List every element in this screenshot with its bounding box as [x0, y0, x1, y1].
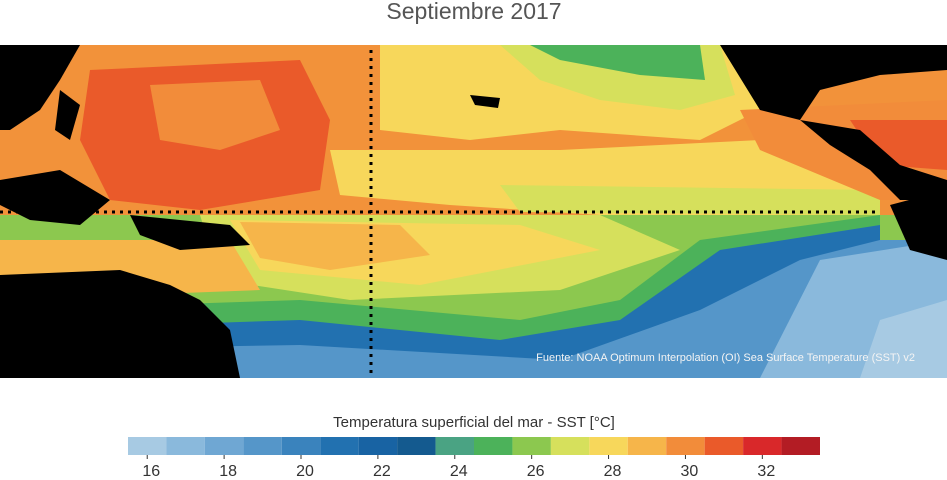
colorbar-swatch [781, 437, 820, 455]
colorbar-swatch [550, 437, 590, 455]
colorbar-swatch [397, 437, 436, 455]
colorbar-swatch [320, 437, 359, 455]
colorbar-swatch [281, 437, 321, 455]
colorbar-swatch [589, 437, 628, 455]
colorbar-tick-label: 32 [757, 463, 775, 480]
colorbar-tick-label: 28 [604, 463, 622, 480]
colorbar-swatch [512, 437, 551, 455]
colorbar-swatch [474, 437, 513, 455]
colorbar-tick-label: 18 [219, 463, 237, 480]
colorbar-tick-label: 24 [450, 463, 468, 480]
colorbar-swatch [743, 437, 782, 455]
colorbar-swatch [358, 437, 398, 455]
colorbar-swatch [704, 437, 744, 455]
colorbar: 16 18 20 22 24 26 28 30 32 [128, 437, 820, 480]
source-note: Fuente: NOAA Optimum Interpolation (OI) … [536, 352, 915, 364]
colorbar-tick-label: 26 [527, 463, 545, 480]
colorbar-swatch [166, 437, 205, 455]
colorbar-tick-label: 20 [296, 463, 314, 480]
colorbar-swatch [204, 437, 244, 455]
colorbar-swatch [435, 437, 474, 455]
colorbar-swatch [666, 437, 705, 455]
map-title: Septiembre 2017 [386, 0, 561, 24]
sst-map [0, 45, 947, 378]
colorbar-swatch [243, 437, 282, 455]
colorbar-tick-label: 22 [373, 463, 391, 480]
colorbar-label: Temperatura superficial del mar - SST [°… [333, 414, 615, 431]
colorbar-swatch [627, 437, 667, 455]
colorbar-tick-label: 16 [142, 463, 160, 480]
colorbar-swatch [128, 437, 167, 455]
colorbar-tick-label: 30 [681, 463, 699, 480]
